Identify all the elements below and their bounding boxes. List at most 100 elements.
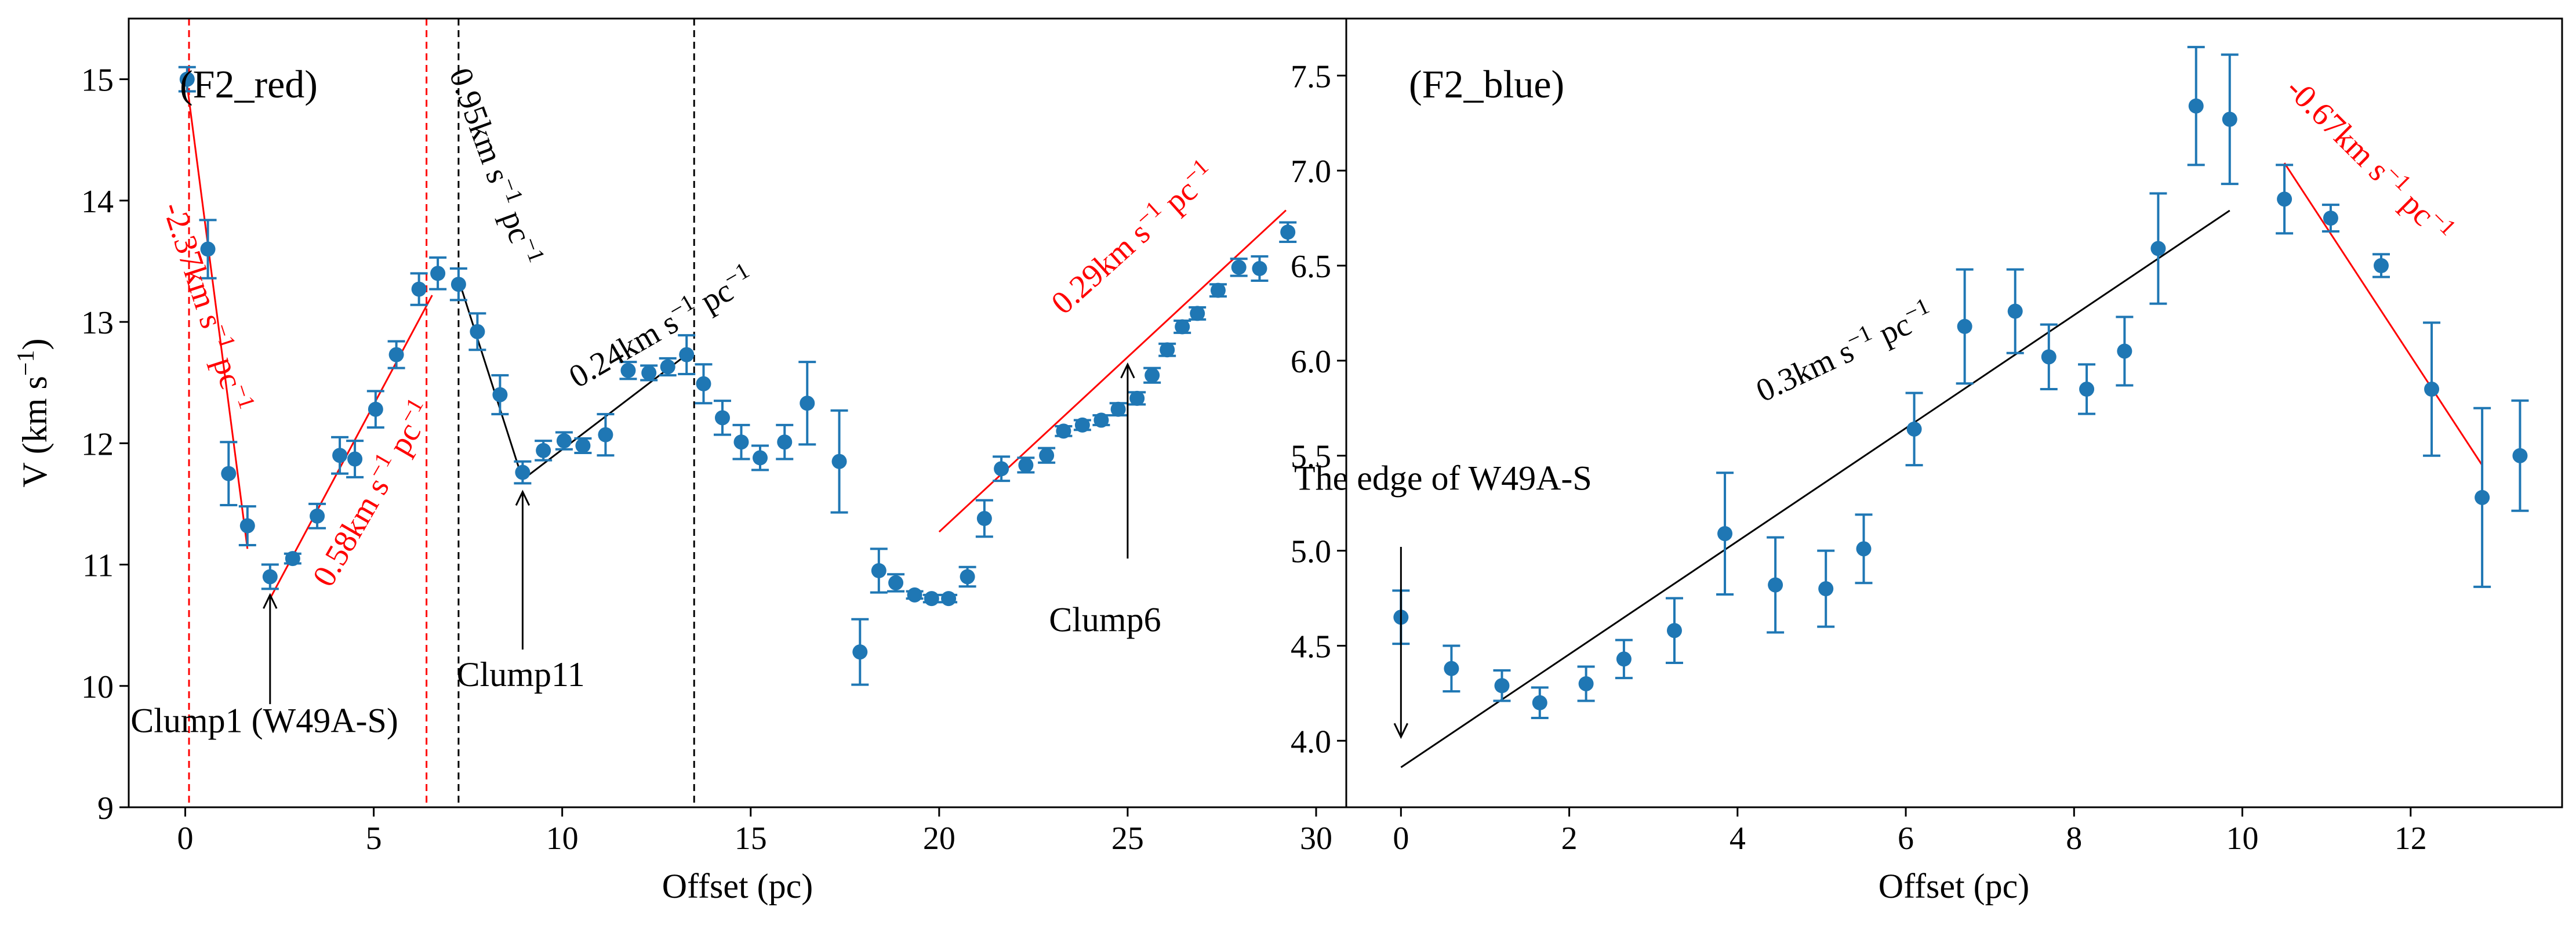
x-tick-label: 5 <box>366 821 382 857</box>
data-marker <box>696 376 711 391</box>
data-marker <box>888 575 904 590</box>
data-marker <box>660 359 675 375</box>
data-point <box>199 219 217 280</box>
data-point <box>887 573 905 593</box>
data-point <box>2187 46 2205 166</box>
data-marker <box>332 448 348 463</box>
data-marker <box>1494 678 1510 694</box>
data-marker <box>620 362 636 378</box>
fit-line <box>2283 162 2483 466</box>
data-marker <box>2373 258 2389 274</box>
y-tick-label: 6.0 <box>1291 344 1331 380</box>
data-marker <box>976 511 992 527</box>
right-axes-frame <box>1345 17 2563 808</box>
data-point <box>1493 669 1511 702</box>
data-point <box>1158 342 1176 358</box>
data-point <box>1109 401 1127 417</box>
data-point <box>555 431 573 451</box>
data-point <box>410 272 428 306</box>
data-point <box>261 563 279 590</box>
data-marker <box>1074 417 1090 433</box>
data-point <box>1956 268 1974 385</box>
data-point <box>1905 391 1923 467</box>
data-marker <box>492 387 508 402</box>
data-marker <box>1145 368 1160 383</box>
data-marker <box>2007 303 2023 319</box>
data-marker <box>450 277 466 292</box>
data-point <box>178 66 196 93</box>
data-point <box>308 502 326 529</box>
y-axis-label-exponent: −1 <box>13 350 39 376</box>
annotation-label: Clump1 (W49A-S) <box>130 701 398 739</box>
y-tick-label: 5.5 <box>1291 439 1331 475</box>
data-point <box>284 551 301 567</box>
data-marker <box>1252 261 1267 277</box>
y-axis-label-main: V (km s <box>16 376 54 487</box>
data-marker <box>1110 401 1126 417</box>
data-marker <box>1039 448 1055 463</box>
data-marker <box>1957 318 1972 334</box>
data-marker <box>960 569 975 585</box>
data-marker <box>285 551 300 567</box>
left-reference-lines <box>188 19 695 807</box>
left-axes-frame <box>128 17 1347 808</box>
left-data-points <box>178 66 1297 686</box>
data-point <box>640 364 658 382</box>
data-point <box>2040 323 2058 391</box>
data-marker <box>2150 241 2166 256</box>
x-tick-label: 8 <box>2066 821 2082 857</box>
data-marker <box>2041 349 2057 365</box>
slope-label: 0.58km s−1 pc−1 <box>302 393 440 593</box>
right-x-axis-label: Offset (pc) <box>1879 867 2029 905</box>
data-point <box>713 400 731 436</box>
arrow-head <box>1120 362 1135 379</box>
slope-label: 0.29km s−1 pc−1 <box>1042 153 1223 321</box>
data-point <box>387 340 405 369</box>
data-point <box>331 436 349 475</box>
panel-f2-blue: 0 2 4 6 8 10 12 4.0 4.5 5.0 5.5 6.0 6.5 7.0 7.5 The e… <box>1291 17 2563 905</box>
data-point <box>2006 268 2024 354</box>
data-point <box>678 334 696 376</box>
data-point <box>2276 164 2294 235</box>
data-point <box>1017 456 1035 474</box>
left-x-axis-label: Offset (pc) <box>662 867 813 905</box>
data-marker <box>598 427 613 442</box>
y-tick-label: 5.0 <box>1291 534 1331 570</box>
arrow-head <box>515 489 531 506</box>
data-point <box>346 440 364 478</box>
data-point <box>619 361 637 380</box>
data-marker <box>2079 382 2095 397</box>
data-marker <box>924 591 939 607</box>
data-point <box>597 413 615 457</box>
fit-line <box>938 209 1287 533</box>
data-marker <box>2512 448 2528 463</box>
data-marker <box>941 591 957 607</box>
data-point <box>1855 513 1873 585</box>
panel-f2-red: 0 5 10 15 20 25 30 9 10 11 12 13 14 15 Clump1 (W49A-… <box>13 17 1347 905</box>
data-marker <box>200 241 216 257</box>
y-tick-label: 12 <box>81 426 114 462</box>
data-marker <box>1093 412 1109 428</box>
annotation-label: The edge of W49A-S <box>1294 459 1592 498</box>
data-point <box>870 547 888 594</box>
data-point <box>830 409 848 514</box>
data-marker <box>1160 342 1175 358</box>
data-point <box>2078 363 2096 415</box>
data-point <box>1128 390 1146 406</box>
data-marker <box>2424 382 2440 397</box>
x-tick-label: 15 <box>735 821 767 857</box>
x-tick-label: 0 <box>1393 821 1409 857</box>
data-marker <box>1018 457 1034 473</box>
data-marker <box>262 569 278 585</box>
data-marker <box>347 451 363 467</box>
data-point <box>1443 644 1460 693</box>
fit-line <box>1400 209 2230 768</box>
data-marker <box>221 466 237 481</box>
y-tick-label: 14 <box>81 184 114 220</box>
data-marker <box>1210 282 1226 298</box>
y-tick-label: 13 <box>81 305 114 341</box>
data-point <box>1577 665 1595 702</box>
y-tick-label: 4.0 <box>1291 724 1331 760</box>
data-marker <box>641 365 657 380</box>
data-marker <box>733 434 749 450</box>
